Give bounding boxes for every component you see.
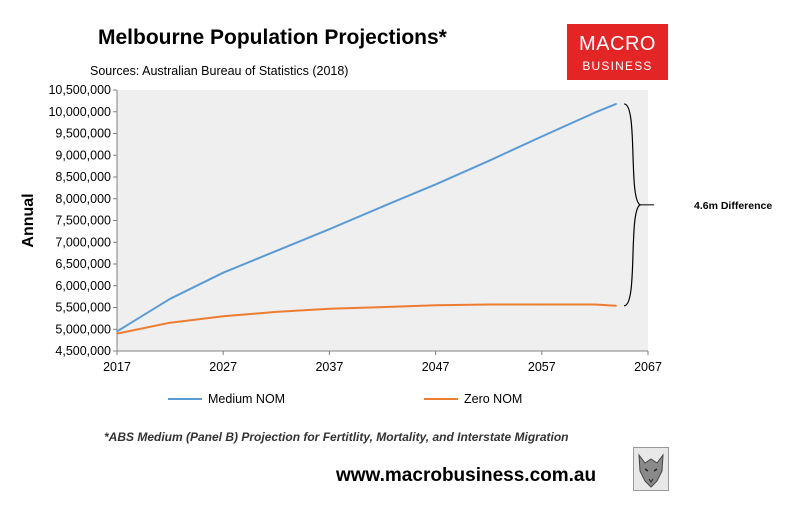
y-tick-label: 6,500,000 [55, 257, 111, 271]
legend-swatch-zero-nom [424, 398, 458, 400]
x-tick-label: 2027 [209, 360, 237, 374]
plot-area [117, 90, 648, 351]
x-tick-label: 2067 [634, 360, 662, 374]
data-point-zero-nom [434, 304, 437, 307]
data-point-medium-nom [594, 111, 596, 114]
y-tick-label: 7,000,000 [55, 235, 111, 249]
data-point-zero-nom [222, 315, 224, 318]
data-point-medium-nom [381, 205, 384, 208]
y-tick-label: 5,500,000 [55, 301, 111, 315]
y-tick-label: 10,500,000 [48, 83, 111, 97]
data-point-medium-nom [328, 228, 331, 230]
y-tick-label: 8,500,000 [55, 170, 111, 184]
data-point-medium-nom [169, 298, 171, 300]
data-point-zero-nom [615, 304, 617, 307]
data-point-medium-nom [615, 103, 617, 105]
macrobusiness-logo: MACRO BUSINESS [567, 24, 668, 80]
x-tick-label: 2057 [528, 360, 556, 374]
legend-label-zero-nom: Zero NOM [464, 392, 523, 406]
data-point-medium-nom [222, 271, 224, 274]
y-tick-label: 8,000,000 [55, 192, 111, 206]
website-url: www.macrobusiness.com.au [336, 465, 597, 486]
data-point-zero-nom [594, 303, 596, 306]
y-tick-label: 6,000,000 [55, 279, 111, 293]
data-point-zero-nom [169, 321, 171, 324]
x-tick-label: 2047 [422, 360, 450, 374]
x-tick-label: 2037 [315, 360, 343, 374]
y-tick-label: 4,500,000 [55, 344, 111, 358]
chart-source: Sources: Australian Bureau of Statistics… [90, 64, 349, 78]
data-point-medium-nom [434, 183, 437, 186]
legend-swatch-medium-nom [168, 398, 202, 400]
data-point-zero-nom [541, 303, 543, 306]
data-point-zero-nom [328, 308, 331, 310]
data-point-zero-nom [275, 311, 278, 313]
legend-item-medium-nom: Medium NOM [168, 392, 285, 406]
y-tick-label: 9,000,000 [55, 148, 111, 162]
x-tick-label: 2017 [103, 360, 131, 374]
wolf-icon [633, 447, 669, 491]
y-tick-label: 10,000,000 [48, 105, 111, 119]
data-point-medium-nom [487, 160, 490, 162]
legend-label-medium-nom: Medium NOM [208, 392, 286, 406]
data-point-zero-nom [381, 306, 384, 308]
data-point-medium-nom [541, 135, 543, 138]
data-point-zero-nom [116, 332, 118, 335]
logo-line-1: MACRO [579, 33, 656, 55]
difference-annotation: 4.6m Difference [694, 200, 773, 212]
data-point-medium-nom [275, 250, 278, 252]
footnote: *ABS Medium (Panel B) Projection for Fer… [104, 430, 569, 444]
y-tick-label: 5,000,000 [55, 322, 111, 336]
data-point-medium-nom [116, 330, 118, 333]
chart-title: Melbourne Population Projections* [98, 26, 447, 49]
logo-line-2: BUSINESS [582, 59, 653, 73]
legend-item-zero-nom: Zero NOM [424, 392, 522, 406]
y-tick-label: 9,500,000 [55, 127, 111, 141]
data-point-zero-nom [487, 303, 490, 306]
y-axis-title: Annual [20, 193, 37, 247]
y-tick-label: 7,500,000 [55, 214, 111, 228]
